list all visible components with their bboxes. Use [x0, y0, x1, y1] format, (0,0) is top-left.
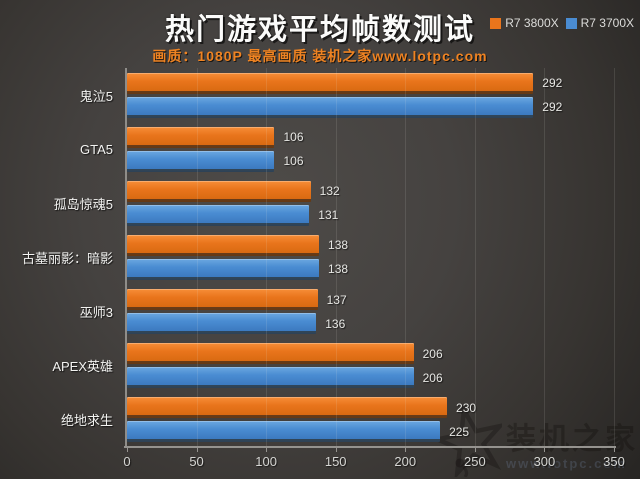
bar-row: 138 [127, 234, 614, 256]
bar-value-label: 230 [456, 400, 477, 415]
y-axis-line [125, 68, 127, 447]
bar-r7-3800x [127, 343, 414, 365]
bar-value-label: 131 [318, 208, 339, 223]
gridline [474, 68, 476, 447]
bar-row: 292 [127, 96, 614, 118]
gridline [544, 68, 546, 447]
bar-group: 230 225 [127, 393, 614, 447]
bar-value-label: 206 [422, 370, 443, 385]
gridline [405, 68, 407, 447]
bar-row: 206 [127, 343, 614, 365]
bar-group: 106 106 [127, 122, 614, 176]
bar-r7-3800x [127, 180, 311, 202]
gridline [266, 68, 268, 447]
category-axis-labels: 鬼泣5 GTA5 孤岛惊魂5 古墓丽影：暗影巫师3 APEX英雄绝地求生 [0, 68, 120, 447]
bar-value-label: 137 [326, 292, 347, 307]
bar-value-label: 292 [542, 100, 563, 115]
bar-group: 138 138 [127, 230, 614, 284]
bar-value-label: 106 [283, 154, 304, 169]
bar-group: 292 292 [127, 68, 614, 122]
bar-group: 137 136 [127, 285, 614, 339]
bar-r7-3800x [127, 289, 318, 311]
category-label: 鬼泣5 [79, 88, 113, 104]
bar-r7-3700x [127, 421, 441, 443]
x-axis-tick [335, 448, 337, 452]
bar-value-label: 138 [328, 238, 349, 253]
x-axis-tick-label: 150 [324, 454, 347, 469]
plot-area: 292 292 106 106 132 131 138 138 137 136 206 206 230 2… [127, 68, 615, 447]
bar-row: 136 [127, 313, 614, 335]
bar-r7-3800x [127, 234, 320, 256]
legend-swatch-icon [565, 17, 577, 29]
legend-swatch-icon [490, 17, 502, 29]
bar-row: 206 [127, 367, 614, 389]
x-axis-tick [474, 448, 476, 452]
x-axis-ticks [127, 448, 615, 453]
x-axis-tick-label: 350 [603, 454, 625, 469]
x-axis-tick-label: 100 [255, 454, 277, 469]
category-label: GTA5 [80, 141, 113, 157]
bar-r7-3700x [127, 150, 275, 172]
bar-row: 138 [127, 258, 614, 280]
category-label: 绝地求生 [60, 413, 113, 429]
x-axis-tick-labels: 0 50 100 150 200 250 300 350 [123, 454, 624, 470]
category-label: 孤岛惊魂5 [53, 196, 113, 212]
x-axis-tick-label: 50 [189, 454, 204, 469]
bar-r7-3700x [127, 96, 534, 118]
legend: R7 3800X R7 3700X [490, 16, 634, 30]
gridline [196, 68, 198, 447]
bar-r7-3700x [127, 367, 414, 389]
x-axis-tick [196, 448, 198, 452]
bar-row: 106 [127, 126, 614, 148]
x-axis-tick [405, 448, 407, 452]
bar-row: 292 [127, 72, 614, 94]
legend-item-r7-3800x: R7 3800X [490, 16, 559, 30]
chart-subtitle: 画质：1080P 最高画质 装机之家www.lotpc.com [152, 48, 488, 64]
bar-group: 206 206 [127, 339, 614, 393]
bar-value-label: 136 [325, 316, 346, 331]
bar-group: 132 131 [127, 176, 614, 230]
bar-row: 131 [127, 204, 614, 226]
category-label: 古墓丽影：暗影 [21, 250, 113, 266]
bar-value-label: 206 [422, 346, 443, 361]
bar-row: 230 [127, 397, 614, 419]
category-label: APEX英雄 [52, 359, 113, 375]
bar-r7-3700x [127, 258, 320, 280]
bar-row: 137 [127, 289, 614, 311]
x-axis-tick-label: 0 [123, 454, 131, 469]
bar-r7-3800x [127, 126, 275, 148]
x-axis-tick [614, 448, 615, 452]
x-axis-tick-label: 300 [533, 454, 556, 469]
legend-label: R7 3700X [580, 16, 634, 30]
x-axis-tick-label: 250 [463, 454, 486, 469]
bar-r7-3700x [127, 313, 317, 335]
x-axis-tick [127, 448, 128, 452]
legend-label: R7 3800X [505, 16, 559, 30]
bar-value-label: 132 [319, 184, 340, 199]
bar-value-label: 138 [328, 262, 349, 277]
bar-value-label: 292 [542, 76, 563, 91]
x-axis-line [124, 446, 616, 448]
bar-r7-3800x [127, 397, 448, 419]
bar-row: 225 [127, 421, 614, 443]
bar-row: 106 [127, 150, 614, 172]
bar-row: 132 [127, 180, 614, 202]
gridline [335, 68, 337, 447]
bar-value-label: 106 [283, 130, 304, 145]
bar-r7-3700x [127, 204, 310, 226]
x-axis-tick [266, 448, 268, 452]
legend-item-r7-3700x: R7 3700X [565, 16, 634, 30]
bar-value-label: 225 [449, 424, 470, 439]
x-axis-tick [544, 448, 546, 452]
chart-title: 热门游戏平均帧数测试 [164, 14, 475, 46]
bar-r7-3800x [127, 72, 534, 94]
gridline [614, 68, 615, 447]
category-label: 巫师3 [79, 305, 113, 321]
x-axis-tick-label: 200 [394, 454, 417, 469]
